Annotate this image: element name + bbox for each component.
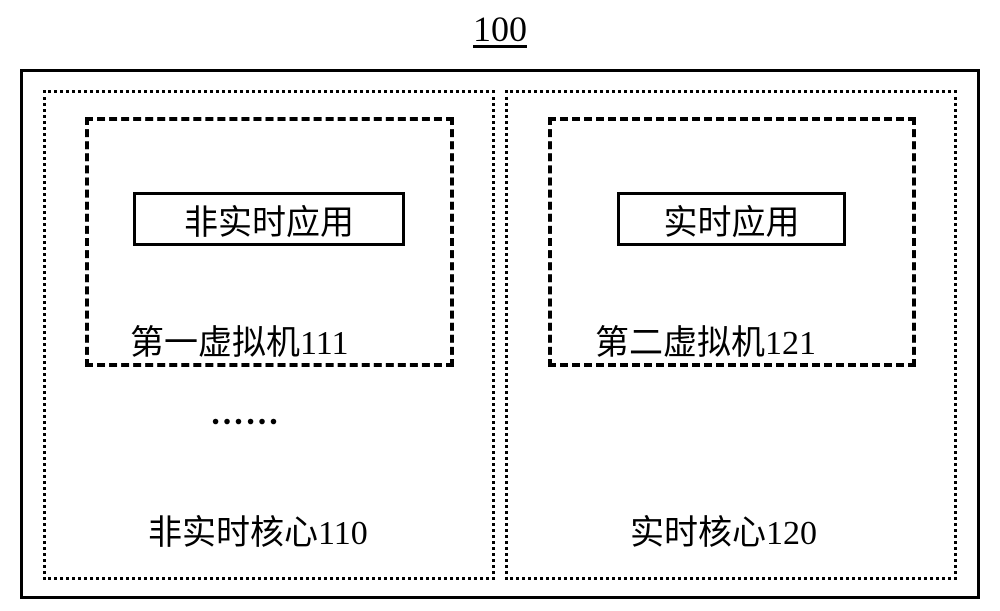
left-app-box: 非实时应用: [133, 192, 405, 246]
left-vm-label: 第一虚拟机111: [130, 315, 348, 364]
left-core-label: 非实时核心110: [148, 505, 368, 554]
right-app-box: 实时应用: [617, 192, 846, 246]
right-vm-label: 第二虚拟机121: [595, 315, 816, 364]
left-ellipsis: ……: [210, 395, 280, 433]
diagram-canvas: 100 非实时应用 第一虚拟机111 …… 非实时核心110 实时应用 第二虚拟…: [0, 0, 1000, 611]
figure-number: 100: [0, 8, 1000, 50]
right-core-label: 实时核心120: [630, 505, 817, 554]
right-app-label: 实时应用: [664, 195, 800, 244]
left-app-label: 非实时应用: [184, 195, 354, 244]
